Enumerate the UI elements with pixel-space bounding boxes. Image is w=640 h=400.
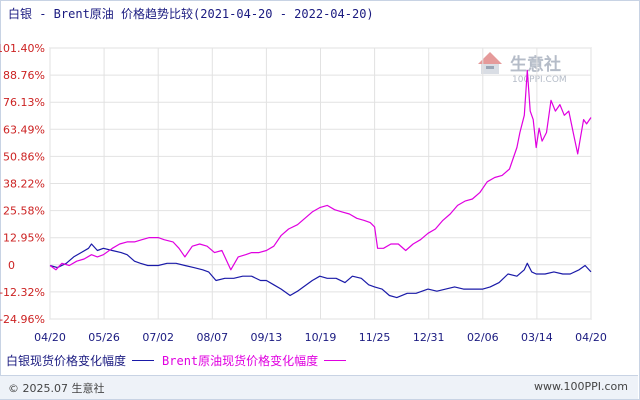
y-tick-label: 88.76% — [3, 69, 45, 82]
x-tick-label: 04/20 — [34, 331, 66, 344]
watermark-house-icon — [478, 52, 502, 74]
x-tick-label: 07/02 — [142, 331, 174, 344]
x-tick-label: 12/31 — [413, 331, 445, 344]
legend-label-silver: 白银现货价格变化幅度 — [6, 354, 127, 368]
footer-site-link[interactable]: www.100PPI.com — [534, 380, 628, 393]
y-tick-label: 63.49% — [3, 123, 45, 136]
y-tick-label: 0 — [8, 259, 15, 272]
legend-swatch-brent — [324, 360, 347, 361]
watermark-text-cn: 生意社 — [510, 54, 561, 75]
x-tick-label: 10/19 — [305, 331, 337, 344]
y-tick-label: 76.13% — [3, 96, 45, 109]
x-tick-label: 03/14 — [521, 331, 553, 344]
watermark: 生意社 100PPI.COM — [478, 52, 567, 85]
series-line-silver — [49, 243, 592, 299]
y-tick-label: 101.40% — [0, 42, 45, 55]
x-tick-label: 05/26 — [88, 331, 120, 344]
legend-swatch-silver — [132, 360, 155, 361]
legend-label-brent: Brent原油现货价格变化幅度 — [162, 354, 319, 368]
y-tick-label: -24.96% — [0, 313, 45, 326]
chart-legend: 白银现货价格变化幅度 Brent原油现货价格变化幅度 — [6, 352, 354, 369]
footer-copyright: © 2025.07 生意社 — [8, 382, 105, 395]
y-tick-label: 12.95% — [3, 232, 45, 245]
series-line-brent — [49, 69, 592, 271]
y-tick-label: 25.58% — [3, 205, 45, 218]
y-tick-label: 50.86% — [3, 150, 45, 163]
x-tick-label: 02/06 — [467, 331, 499, 344]
chart-title: 白银 - Brent原油 价格趋势比较(2021-04-20 - 2022-04… — [8, 7, 374, 21]
x-tick-label: 08/07 — [196, 331, 228, 344]
y-tick-label: 38.22% — [3, 178, 45, 191]
x-tick-label: 11/25 — [359, 331, 391, 344]
y-tick-label: -12.32% — [0, 286, 45, 299]
watermark-text-en: 100PPI.COM — [512, 75, 567, 85]
x-tick-label: 09/13 — [251, 331, 283, 344]
x-tick-label: 04/20 — [575, 331, 607, 344]
footer-bar: © 2025.07 生意社 www.100PPI.com — [0, 375, 638, 399]
